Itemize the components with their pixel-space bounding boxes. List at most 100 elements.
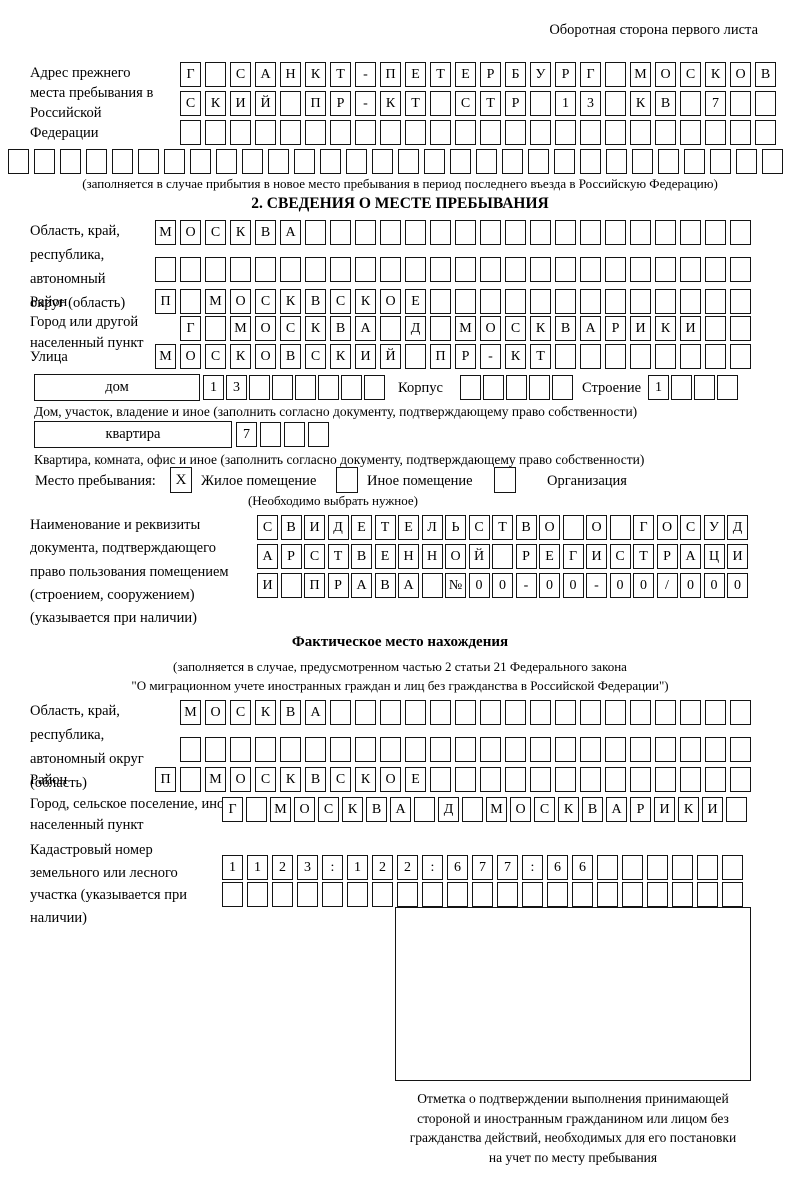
- region-row-2: [155, 257, 755, 282]
- char-cell: [730, 91, 751, 116]
- char-cell: П: [304, 573, 325, 598]
- char-cell: [405, 257, 426, 282]
- char-cell: [580, 344, 601, 369]
- char-cell: [609, 515, 631, 540]
- char-cell: [554, 149, 575, 174]
- char-cell: [655, 257, 676, 282]
- char-cell: И: [586, 544, 607, 569]
- char-cell: [380, 700, 401, 725]
- char-cell: В: [374, 573, 396, 598]
- char-cell: [705, 289, 726, 314]
- char-cell: С: [305, 344, 326, 369]
- char-cell: Г: [580, 62, 601, 87]
- char-cell: С: [534, 797, 555, 822]
- char-cell: [710, 149, 731, 174]
- char-cell: [455, 120, 476, 145]
- char-cell: С: [330, 767, 351, 792]
- char-cell: С: [468, 515, 490, 540]
- char-cell: [380, 120, 401, 145]
- char-cell: О: [656, 515, 678, 540]
- char-cell: [480, 767, 501, 792]
- char-cell: М: [180, 700, 201, 725]
- stamp-caption-line: стороной и иностранным гражданином или л…: [417, 1110, 729, 1126]
- char-cell: Ц: [703, 544, 725, 569]
- char-cell: [155, 257, 176, 282]
- char-cell: Е: [351, 515, 372, 540]
- street-label: Улица: [30, 349, 68, 365]
- char-cell: [730, 767, 751, 792]
- char-cell: 1: [247, 855, 268, 880]
- char-cell: [580, 289, 601, 314]
- char-cell: :: [322, 855, 343, 880]
- char-cell: [552, 375, 573, 400]
- char-cell: [480, 700, 501, 725]
- char-cell: [630, 700, 651, 725]
- document-label: Наименование и реквизиты документа, подт…: [30, 517, 229, 627]
- char-cell: [705, 220, 726, 245]
- stay-type-label: Место пребывания:: [35, 473, 156, 489]
- char-cell: [647, 882, 668, 907]
- char-cell: И: [304, 515, 325, 540]
- char-cell: И: [630, 316, 651, 341]
- char-cell: В: [555, 316, 576, 341]
- char-cell: [555, 220, 576, 245]
- char-cell: [305, 220, 326, 245]
- char-cell: Е: [398, 515, 419, 540]
- char-cell: [308, 422, 329, 447]
- char-cell: [380, 316, 401, 341]
- char-cell: П: [305, 91, 326, 116]
- char-cell: 7: [472, 855, 493, 880]
- char-cell: [530, 737, 551, 762]
- char-cell: [555, 289, 576, 314]
- char-cell: У: [703, 515, 725, 540]
- char-cell: [320, 149, 341, 174]
- house-note: Дом, участок, владение и иное (заполнить…: [34, 404, 638, 419]
- char-cell: [216, 149, 237, 174]
- char-cell: [398, 149, 419, 174]
- char-cell: Н: [398, 544, 419, 569]
- char-cell: М: [270, 797, 291, 822]
- char-cell: [694, 375, 715, 400]
- section2-title: 2. СВЕДЕНИЯ О МЕСТЕ ПРЕБЫВАНИЯ: [251, 195, 549, 212]
- char-cell: [430, 220, 451, 245]
- char-cell: [455, 700, 476, 725]
- char-cell: 0: [633, 573, 654, 598]
- char-cell: [341, 375, 362, 400]
- char-cell: [622, 882, 643, 907]
- char-cell: [112, 149, 133, 174]
- char-cell: [480, 220, 501, 245]
- char-cell: [280, 737, 301, 762]
- char-cell: О: [230, 289, 251, 314]
- cadastral-row-2: [222, 882, 747, 907]
- char-cell: [255, 737, 276, 762]
- char-cell: [330, 257, 351, 282]
- char-cell: [547, 882, 568, 907]
- char-cell: [205, 62, 226, 87]
- char-cell: Р: [505, 91, 526, 116]
- char-cell: [230, 737, 251, 762]
- char-cell: О: [480, 316, 501, 341]
- char-cell: [730, 257, 751, 282]
- char-cell: Т: [405, 91, 426, 116]
- char-cell: С: [680, 62, 701, 87]
- char-cell: [295, 375, 316, 400]
- char-cell: [255, 120, 276, 145]
- char-cell: [580, 120, 601, 145]
- actual-location-note-2: "О миграционном учете иностранных гражда…: [131, 678, 669, 693]
- char-cell: А: [398, 573, 419, 598]
- char-cell: К: [355, 767, 376, 792]
- char-cell: [190, 149, 211, 174]
- char-cell: С: [255, 767, 276, 792]
- char-cell: [597, 855, 618, 880]
- char-cell: 1: [203, 375, 224, 400]
- char-cell: Н: [280, 62, 301, 87]
- char-cell: О: [730, 62, 751, 87]
- char-cell: С: [180, 91, 201, 116]
- char-cell: [530, 767, 551, 792]
- char-cell: О: [255, 316, 276, 341]
- char-cell: [405, 737, 426, 762]
